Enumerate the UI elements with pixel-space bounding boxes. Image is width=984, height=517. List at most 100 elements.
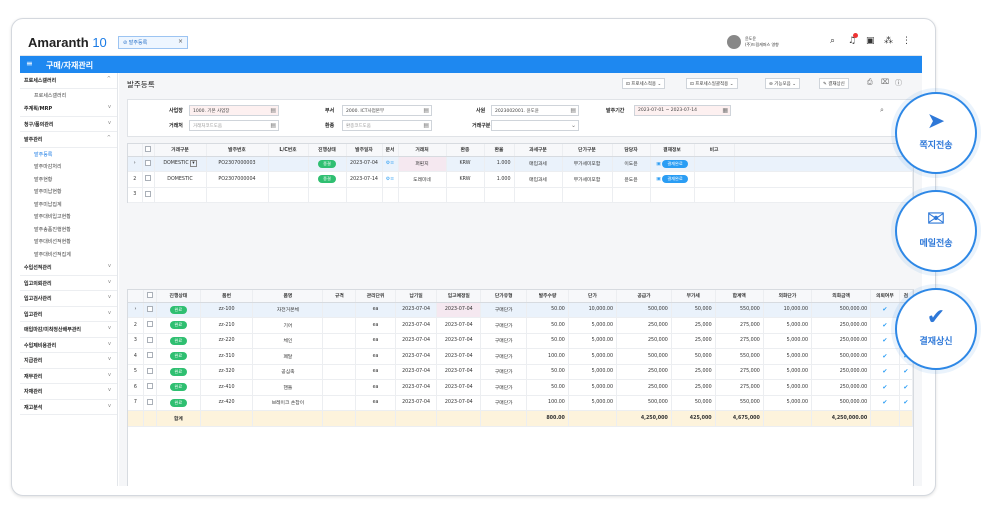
chevron-icon[interactable]: ^ xyxy=(106,76,111,82)
col-header[interactable]: 합계액 xyxy=(715,290,764,303)
sidebar-group[interactable]: 매입마감/미착정산배부관리 v xyxy=(20,322,117,338)
chevron-icon[interactable]: v xyxy=(108,356,111,362)
sidebar-group[interactable]: 재고분석 v xyxy=(20,400,117,415)
in-cell[interactable]: 2023-07-04 xyxy=(436,364,482,380)
approval-info-cell[interactable]: ▣ 결재완료 xyxy=(650,156,695,172)
unit-cell[interactable]: ea xyxy=(355,379,396,396)
row-checkbox[interactable] xyxy=(143,333,157,349)
fprice-cell[interactable]: 5,000.00 xyxy=(763,379,813,396)
checkbox[interactable] xyxy=(145,159,151,166)
famt-cell[interactable]: 250,000.00 xyxy=(811,379,872,396)
row-checkbox[interactable] xyxy=(142,187,155,203)
user-info[interactable]: 윤도윤 (주)드림캐퍼스 영향 xyxy=(745,36,779,48)
lookup-icon[interactable]: ▤ xyxy=(423,122,429,129)
table-row[interactable]: › 완료 zz-100 자전거본체 ea 2023-07-04 2023-07-04 구매단가… xyxy=(128,302,914,318)
due-cell[interactable]: 2023-07-04 xyxy=(395,333,438,349)
due-cell[interactable]: 2023-07-04 xyxy=(395,364,438,380)
sidebar-item[interactable]: 발주송품진행현황 xyxy=(20,223,117,236)
sidebar-item[interactable]: 발주등록 xyxy=(20,148,117,161)
po-number-cell[interactable]: PO2307000003 xyxy=(206,156,269,172)
currency-field[interactable]: 환종코드도움 ▤ xyxy=(342,120,432,131)
table-row[interactable]: 2 DOMESTIC PO2307000004 종결 2023-07-14 ⚙≡ 도레미네 K… xyxy=(128,171,913,188)
code-cell[interactable]: zz-310 xyxy=(200,348,254,365)
spec-cell[interactable] xyxy=(322,302,357,318)
avatar[interactable] xyxy=(727,35,741,49)
col-header[interactable]: 의뢰여부 xyxy=(870,290,900,303)
org-icon[interactable]: ⁂ xyxy=(884,36,893,46)
code-cell[interactable]: zz-410 xyxy=(200,379,254,396)
col-header[interactable]: 단가 xyxy=(568,290,618,303)
code-cell[interactable]: zz-420 xyxy=(200,395,254,411)
request-cell[interactable]: ✔ xyxy=(870,348,900,365)
checkbox[interactable] xyxy=(146,336,153,343)
tab-purchase-order[interactable]: ⊘ 발주등록 × xyxy=(118,36,188,49)
info-icon[interactable]: ⓘ xyxy=(895,79,902,87)
lookup-icon[interactable]: ▤ xyxy=(270,107,276,114)
qty-cell[interactable]: 100.00 xyxy=(526,395,569,411)
total-cell[interactable]: 275,000 xyxy=(715,333,764,349)
code-cell[interactable]: zz-220 xyxy=(200,333,254,349)
document-cell[interactable]: ⚙≡ xyxy=(382,156,399,172)
empty-cell[interactable] xyxy=(562,187,613,203)
price-cell[interactable]: 10,000.00 xyxy=(568,302,618,318)
supply-cell[interactable]: 250,000 xyxy=(616,333,672,349)
row-checkbox[interactable] xyxy=(142,156,155,172)
supply-cell[interactable]: 250,000 xyxy=(616,364,672,380)
document-icon[interactable]: ⚙≡ xyxy=(385,161,395,167)
in-cell[interactable]: 2023-07-04 xyxy=(436,348,482,365)
unit-cell[interactable]: ea xyxy=(355,333,396,349)
checkbox[interactable] xyxy=(146,367,153,374)
total-cell[interactable]: 550,000 xyxy=(715,348,764,365)
chevron-icon[interactable]: v xyxy=(108,387,111,393)
in-cell[interactable]: 2023-07-04 xyxy=(436,395,482,411)
chevron-icon[interactable]: v xyxy=(108,119,111,126)
col-header[interactable]: 비고 xyxy=(694,144,735,157)
request-cell[interactable]: ✔ xyxy=(870,302,900,318)
vat-cell[interactable]: 50,000 xyxy=(671,348,716,365)
col-header[interactable]: 과세구분 xyxy=(514,144,563,157)
vat-cell[interactable]: 25,000 xyxy=(671,317,716,334)
name-cell[interactable]: 공심축 xyxy=(252,364,324,380)
unit-cell[interactable]: ea xyxy=(355,348,396,365)
empty-cell[interactable] xyxy=(398,187,447,203)
vendor-field[interactable]: 거래처코드도움 ▤ xyxy=(189,120,279,131)
table-row[interactable]: 3 xyxy=(128,187,913,203)
book-icon[interactable]: ▣ xyxy=(866,36,875,46)
col-header[interactable]: 외화단가 xyxy=(763,290,813,303)
price-type-cell[interactable]: 부가세미포함 xyxy=(562,156,613,172)
qty-cell[interactable]: 50.00 xyxy=(526,317,569,334)
checkbox[interactable] xyxy=(146,321,153,328)
row-checkbox[interactable] xyxy=(143,302,157,318)
sidebar-group[interactable]: 입고관리 v xyxy=(20,307,117,322)
code-cell[interactable]: zz-320 xyxy=(200,364,254,380)
empty-cell[interactable] xyxy=(514,187,563,203)
manager-cell[interactable]: 윤도윤 xyxy=(612,171,651,188)
name-cell[interactable]: 브레이크 손잡이 xyxy=(252,395,324,411)
row-checkbox[interactable] xyxy=(143,395,157,411)
lc-number-cell[interactable] xyxy=(268,171,309,188)
in-cell[interactable]: 2023-07-04 xyxy=(436,317,482,334)
name-cell[interactable]: 페달 xyxy=(252,348,324,365)
col-header[interactable]: 담당자 xyxy=(612,144,651,157)
total-cell[interactable]: 275,000 xyxy=(715,379,764,396)
workplace-field[interactable]: 1000. 기본 사업장 ▤ xyxy=(189,105,279,116)
vendor-cell[interactable]: 도레미네 xyxy=(398,171,447,188)
price-cell[interactable]: 5,000.00 xyxy=(568,395,618,411)
qty-cell[interactable]: 50.00 xyxy=(526,364,569,380)
trade-type-cell[interactable]: DOMESTIC ▾ xyxy=(154,156,207,172)
select-all-checkbox[interactable] xyxy=(145,145,151,152)
approval-action[interactable]: ✔ 결재상신 xyxy=(895,288,977,370)
name-cell[interactable]: 기어 xyxy=(252,317,324,334)
price-cell[interactable]: 5,000.00 xyxy=(568,379,618,396)
spec-cell[interactable] xyxy=(322,379,357,396)
lookup-icon[interactable]: ▤ xyxy=(270,122,276,129)
col-header[interactable]: 발주수량 xyxy=(526,290,569,303)
table-row[interactable]: 4 완료 zz-310 페달 ea 2023-07-04 2023-07-04 구매단가 100… xyxy=(128,348,914,365)
approval-submit-button[interactable]: ✎ 결재상신 xyxy=(819,78,849,89)
price-cell[interactable]: 5,000.00 xyxy=(568,333,618,349)
sidebar-group[interactable]: 수입선적관리 v xyxy=(20,260,117,276)
sidebar-item[interactable]: 발주대비선적현황 xyxy=(20,235,117,248)
vat-cell[interactable]: 50,000 xyxy=(671,302,716,318)
process-bulk-button[interactable]: ⊡ 프로세스일괄적용 ⌄ xyxy=(686,78,738,89)
total-cell[interactable]: 275,000 xyxy=(715,317,764,334)
